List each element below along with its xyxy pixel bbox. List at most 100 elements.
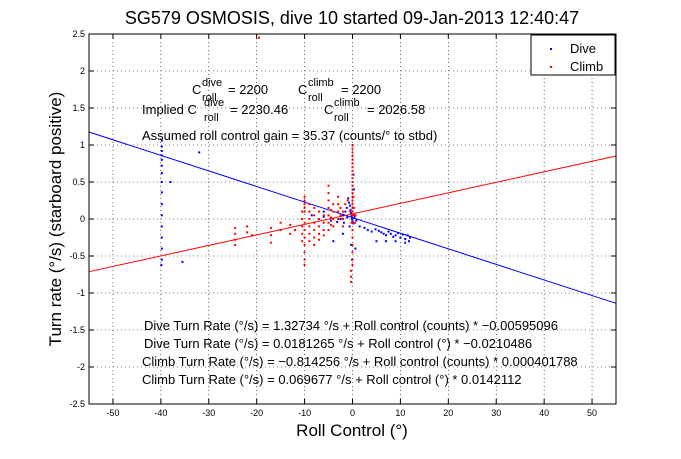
- data-point-climb: [308, 203, 311, 206]
- data-point-climb: [351, 166, 354, 169]
- data-point-climb: [337, 195, 340, 198]
- data-point-dive: [353, 216, 356, 219]
- data-point-dive: [394, 240, 397, 243]
- data-point-climb: [351, 221, 354, 224]
- y-tick-label: -1: [77, 288, 85, 298]
- data-point-dive: [160, 214, 163, 217]
- data-point-climb: [354, 214, 357, 217]
- data-point-climb: [352, 195, 355, 198]
- data-point-climb: [351, 155, 354, 158]
- annotation-implied-prefix: Implied C: [142, 102, 197, 117]
- data-point-climb: [351, 206, 354, 209]
- data-point-climb: [289, 232, 292, 235]
- data-point-dive: [160, 225, 163, 228]
- data-point-dive: [366, 229, 369, 232]
- data-points: [160, 36, 411, 283]
- data-point-climb: [303, 258, 306, 261]
- data-point-climb: [270, 226, 273, 229]
- data-point-climb: [351, 173, 354, 176]
- data-point-climb: [246, 225, 249, 228]
- data-point-dive: [169, 181, 172, 183]
- axis-ticks: -50 -40 -30 -20 -10 0 10 20 30 40 50-2.5-2-1.5-1-0…: [69, 29, 616, 418]
- data-point-climb: [317, 238, 320, 241]
- legend-box: [530, 34, 616, 76]
- data-point-climb: [352, 206, 355, 209]
- data-point-dive: [408, 240, 411, 243]
- data-point-dive: [322, 215, 325, 218]
- legend-marker-climb: [550, 66, 552, 68]
- data-point-dive: [399, 236, 402, 239]
- data-point-climb: [337, 203, 340, 206]
- data-point-climb: [317, 210, 320, 213]
- data-point-climb: [351, 144, 354, 146]
- data-point-climb: [246, 231, 249, 234]
- data-point-climb: [351, 258, 354, 261]
- x-tick-label: -50: [106, 408, 119, 418]
- data-point-climb: [303, 251, 306, 254]
- data-point-climb: [313, 236, 316, 239]
- data-point-climb: [303, 210, 306, 213]
- y-tick-label: -2: [77, 362, 85, 372]
- annotation-assumed-gain: Assumed roll control gain = 35.37 (count…: [142, 128, 437, 143]
- data-point-dive: [355, 219, 358, 222]
- data-point-dive: [160, 154, 163, 157]
- data-point-dive: [375, 240, 378, 243]
- data-point-dive: [160, 247, 163, 250]
- annotation-implied-climb-sub: roll: [334, 112, 349, 124]
- annotation-dive-fit-counts: Dive Turn Rate (°/s) = 1.32734 °/s + Rol…: [144, 318, 558, 333]
- data-point-dive: [349, 209, 352, 212]
- data-point-dive: [406, 234, 409, 237]
- annotation-c-dive-value: = 2200: [228, 82, 268, 97]
- data-point-climb: [329, 223, 332, 226]
- data-point-climb: [351, 147, 354, 150]
- data-point-dive: [339, 218, 342, 220]
- data-point-climb: [327, 199, 330, 202]
- data-point-climb: [351, 188, 354, 191]
- annotation-c-climb-value: = 2200: [341, 82, 381, 97]
- y-tick-label: 2: [80, 66, 85, 76]
- annotation-c-roll: C dive roll = 2200 C climb roll = 2200: [192, 77, 381, 104]
- x-tick-label: -10: [298, 408, 311, 418]
- x-tick-label: 10: [395, 408, 405, 418]
- data-point-climb: [313, 206, 316, 209]
- data-point-climb: [322, 221, 325, 224]
- data-point-climb: [350, 280, 353, 283]
- data-point-dive: [346, 216, 349, 219]
- data-point-climb: [322, 214, 325, 217]
- x-tick-label: 50: [587, 408, 597, 418]
- fit-line-dive-fit: [88, 131, 617, 304]
- data-point-dive: [322, 210, 325, 213]
- data-point-climb: [349, 210, 352, 213]
- data-point-climb: [303, 206, 306, 209]
- data-point-climb: [350, 275, 353, 278]
- data-point-climb: [301, 240, 304, 243]
- x-axis-label: Roll Control (°): [296, 421, 408, 440]
- data-point-climb: [351, 214, 354, 217]
- data-point-dive: [348, 201, 351, 204]
- y-tick-label: -1.5: [69, 325, 85, 335]
- data-point-dive: [329, 219, 332, 222]
- data-point-climb: [317, 218, 320, 220]
- data-point-climb: [351, 158, 354, 161]
- data-point-climb: [322, 229, 325, 232]
- legend-marker-dive: [550, 48, 552, 50]
- data-point-climb: [344, 203, 347, 206]
- data-point-dive: [336, 220, 339, 223]
- data-point-dive: [389, 232, 392, 235]
- data-point-climb: [301, 218, 304, 220]
- data-point-climb: [301, 225, 304, 228]
- data-point-dive: [160, 258, 163, 261]
- data-point-dive: [385, 234, 388, 237]
- annotation-dive-fit-degrees: Dive Turn Rate (°/s) = 0.0181265 °/s + R…: [144, 336, 532, 351]
- data-point-climb: [329, 216, 332, 219]
- data-point-dive: [351, 218, 354, 220]
- data-point-dive: [341, 232, 344, 235]
- data-point-climb: [346, 199, 349, 202]
- data-point-climb: [250, 234, 253, 237]
- data-point-dive: [160, 203, 163, 206]
- data-point-dive: [351, 220, 354, 223]
- data-point-climb: [332, 203, 335, 206]
- data-point-climb: [308, 240, 311, 243]
- data-point-climb: [351, 210, 354, 213]
- data-point-climb: [289, 223, 292, 226]
